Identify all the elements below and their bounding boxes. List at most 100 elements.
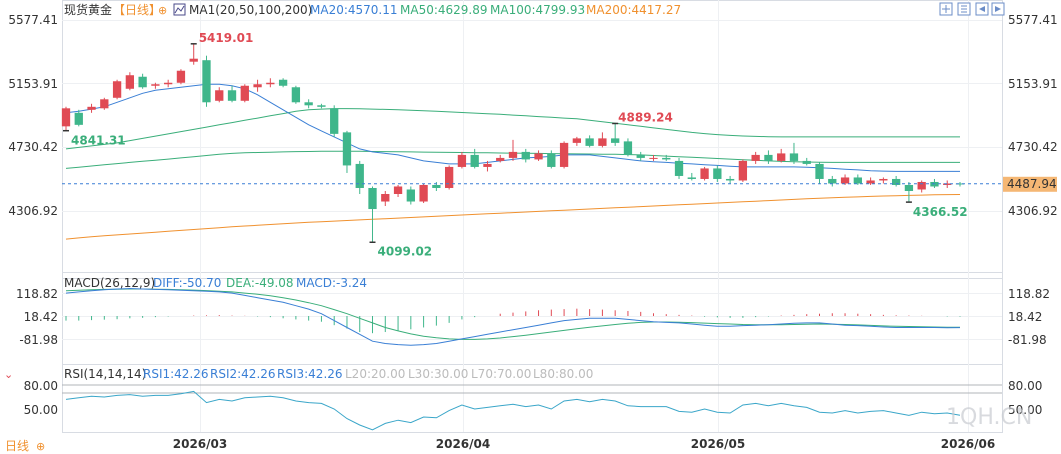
candle-body-3 <box>100 99 109 109</box>
candle-body-34 <box>496 157 505 161</box>
period-settings-icon[interactable]: ⊕ <box>36 440 45 453</box>
left-tick-1: 5577.41 <box>8 13 58 27</box>
settings-icon[interactable]: ⊕ <box>158 4 167 17</box>
candle-body-17 <box>278 79 288 86</box>
ma-label: MA1(20,50,100,200) <box>189 3 312 17</box>
candle-body-52 <box>725 178 735 181</box>
ma200-line <box>65 194 961 240</box>
price-annotations: 5419.01 4841.31 4889.24 4099.02 4366.52 <box>63 31 968 258</box>
rsi3-value: RSI3:42.26 <box>277 367 343 381</box>
candle-body-12 <box>215 90 224 101</box>
candle-body-26 <box>393 186 403 195</box>
macd-right-tick-1: 118.82 <box>1008 287 1050 301</box>
candle-body-50 <box>700 168 709 179</box>
candle-body-44 <box>623 141 633 155</box>
main-panel-frame <box>62 0 1003 273</box>
candle-body-0 <box>61 108 71 127</box>
ma-indicator-icon[interactable] <box>173 3 186 16</box>
candle-body-35 <box>508 151 518 158</box>
candle-body-33 <box>483 163 492 167</box>
candle-body-11 <box>202 60 211 103</box>
rsi1-value: RSI1:42.26 <box>143 367 209 381</box>
candle-body-43 <box>611 138 620 143</box>
period-button[interactable]: 日线 <box>5 439 29 453</box>
macd-diff-line <box>65 287 961 346</box>
candle-body-54 <box>751 154 760 161</box>
candle-body-41 <box>585 138 594 146</box>
candle-body-67 <box>917 181 926 190</box>
candle-body-37 <box>534 153 543 160</box>
date-label-4: 2026/06 <box>941 437 995 451</box>
candle-body-23 <box>355 163 364 188</box>
right-tick-3: 4730.42 <box>1008 140 1058 154</box>
watermark: 1QH.CN <box>946 405 1032 430</box>
candle-body-22 <box>342 132 352 166</box>
candle-body-40 <box>572 138 582 143</box>
panel-frames <box>62 0 1003 433</box>
candle-body-69 <box>943 183 952 185</box>
price-axis: 5577.41 5153.91 4730.42 4306.92 5577.41 … <box>8 13 1057 218</box>
candle-body-60 <box>828 178 837 184</box>
mid-high-annotation: 4889.24 <box>618 110 673 124</box>
candle-body-6 <box>138 76 147 88</box>
candle-body-20 <box>317 105 326 107</box>
candle-body-62 <box>853 177 862 184</box>
macd-left-tick-2: 18.42 <box>24 310 58 324</box>
candle-body-59 <box>815 163 824 179</box>
candle-body-48 <box>674 160 684 176</box>
candle-body-15 <box>253 84 262 88</box>
date-label-3: 2026/05 <box>691 437 745 451</box>
rsi-level-80: L80:80.00 <box>533 367 593 381</box>
rsi-level-30: L30:30.00 <box>408 367 468 381</box>
rsi-right-tick-80: 80.00 <box>1008 379 1042 393</box>
right-tick-1: 5577.41 <box>1008 13 1058 27</box>
candle-body-18 <box>291 87 301 103</box>
candle-body-24 <box>368 187 377 210</box>
candle-body-55 <box>764 154 773 161</box>
period-tag[interactable]: 【日线】 <box>113 3 161 17</box>
rsi-level-70: L70:70.00 <box>471 367 531 381</box>
candle-body-14 <box>240 85 249 101</box>
arrow-left-icon[interactable] <box>975 2 989 16</box>
expand-icon[interactable] <box>939 2 953 16</box>
candle-body-1 <box>74 112 83 125</box>
right-tick-2: 5153.91 <box>1008 77 1058 91</box>
candle-body-2 <box>87 106 96 110</box>
date-label-2: 2026/04 <box>436 437 490 451</box>
rsi-line <box>65 390 961 431</box>
candle-body-63 <box>866 180 875 184</box>
candle-body-4 <box>112 81 122 98</box>
candle-body-19 <box>304 102 313 106</box>
candle-body-47 <box>662 157 671 160</box>
candle-body-27 <box>406 189 415 202</box>
candle-body-57 <box>789 153 799 161</box>
macd-left-tick-3: -81.98 <box>19 333 58 347</box>
candle-body-65 <box>891 178 901 185</box>
candle-body-36 <box>521 151 530 160</box>
arrow-right-icon[interactable] <box>991 2 1005 16</box>
right-tick-4: 4306.92 <box>1008 204 1058 218</box>
start-low-annotation: 4841.31 <box>71 134 126 148</box>
candle-body-5 <box>125 75 135 89</box>
candle-body-7 <box>151 84 160 86</box>
left-tick-4: 4306.92 <box>8 204 58 218</box>
chart-header: 现货黄金 【日线】 ⊕ MA1(20,50,100,200) MA20:4570… <box>64 2 681 17</box>
rsi-level-20: L20:20.00 <box>345 367 405 381</box>
candle-body-9 <box>176 70 186 83</box>
macd-right-tick-2: 18.42 <box>1008 310 1042 324</box>
candle-body-38 <box>547 153 556 167</box>
rsi-panel: ⌄ RSI(14,14,14) RSI1:42.26 RSI2:42.26 RS… <box>4 367 1042 431</box>
rsi-collapse-icon[interactable]: ⌄ <box>4 368 13 381</box>
grid-icon[interactable] <box>957 2 971 16</box>
rsi2-value: RSI2:42.26 <box>210 367 276 381</box>
macd-label: MACD(26,12,9) <box>64 276 155 290</box>
candle-body-66 <box>904 184 914 191</box>
candlesticks <box>61 43 965 243</box>
macd-dea-line <box>65 288 960 340</box>
candle-body-32 <box>470 154 479 167</box>
ma200-value: MA200:4417.27 <box>586 3 681 17</box>
ma-indicator-icon-line <box>174 5 185 14</box>
candle-body-31 <box>457 154 467 167</box>
rsi-left-tick-80: 80.00 <box>24 379 58 393</box>
